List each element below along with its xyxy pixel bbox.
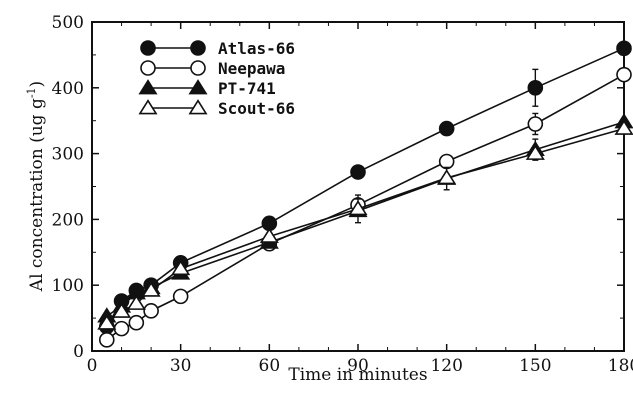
data-point [350,164,366,180]
data-point [141,281,161,297]
series-line [106,121,625,317]
legend-label: PT-741 [218,79,276,98]
x-tick-label: 30 [170,356,192,376]
data-point [259,227,279,243]
legend-item: Atlas-66 [140,39,295,58]
y-tick-label: 0 [73,342,84,362]
data-point [348,200,368,216]
y-axis-title-close: ) [27,81,47,88]
data-point [188,79,208,95]
axis-ticks [91,21,625,352]
y-axis-title-main: Al concentration (ug g [27,98,47,292]
data-point [126,294,146,310]
data-point [190,60,206,76]
y-tick-label: 200 [52,210,84,230]
y-axis-title: Al concentration (ug g-1) [25,81,47,292]
data-point [172,288,189,305]
x-tick-label: 120 [430,356,462,376]
plot-frame [91,21,625,352]
y-tick-label: 100 [52,276,84,296]
data-point [112,302,132,318]
y-axis-title-superscript: -1 [25,87,38,98]
data-point [190,40,206,56]
y-tick-label: 400 [52,79,84,99]
data-point [98,332,115,348]
legend-label: Atlas-66 [218,39,295,58]
data-point [438,153,455,170]
series-line [106,73,625,341]
data-point [188,99,208,115]
data-point [138,79,158,95]
x-tick-label: 180 [608,356,633,376]
data-point [527,116,544,132]
data-point [128,314,145,331]
data-point [140,40,156,56]
data-point [140,60,156,76]
y-tick-labels: 0 100 200 300 400 500 [52,13,84,362]
series-neepawa [98,66,632,348]
data-point [171,259,191,276]
data-point [525,144,545,160]
legend-label: Scout-66 [218,99,295,118]
series-line [106,47,625,328]
legend-label: Neepawa [218,59,285,78]
data-point [438,120,455,137]
x-tick-labels: 0 30 60 90 120 150 180 [87,356,633,376]
legend-item: Scout-66 [138,99,295,118]
data-point [616,40,632,57]
x-tick-label: 90 [347,356,369,376]
data-point [143,303,159,319]
legend-item: PT-741 [138,79,276,98]
data-point [113,320,130,337]
data-point [138,99,158,115]
data-point [614,119,633,135]
x-tick-label: 60 [259,356,281,376]
x-axis-title: Time in minutes [288,365,427,385]
data-point [527,80,544,96]
data-point [97,314,117,330]
series-layer [97,40,633,348]
x-tick-label: 150 [519,356,551,376]
series-scout-66 [97,119,633,330]
data-point [616,66,632,83]
y-tick-label: 300 [52,145,84,165]
x-tick-label: 0 [87,356,98,376]
legend-item: Neepawa [140,59,285,78]
y-tick-label: 500 [52,13,84,33]
data-point [437,169,457,185]
